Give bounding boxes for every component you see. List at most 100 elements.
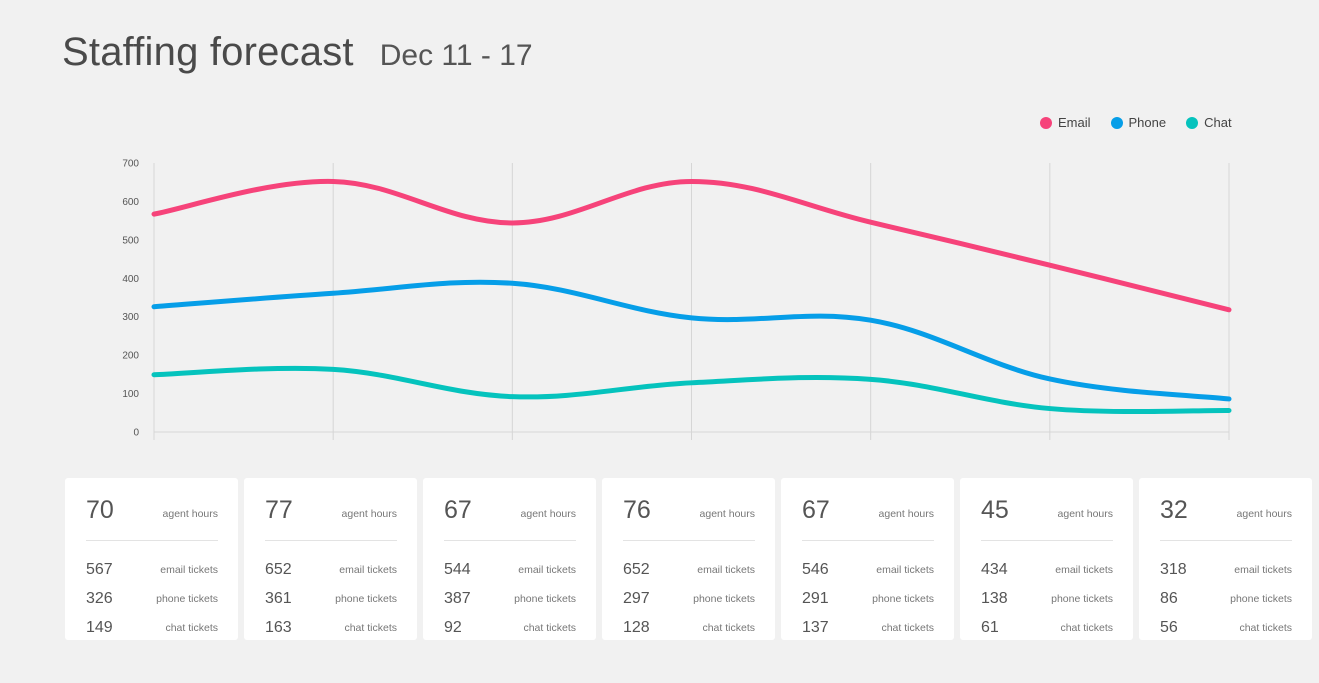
chat-tickets-label: chat tickets <box>523 621 576 634</box>
chat-tickets-row: 128 chat tickets <box>623 613 755 642</box>
y-tick-label: 700 <box>122 159 139 170</box>
chat-tickets-row: 137 chat tickets <box>802 613 934 642</box>
chat-tickets-value: 61 <box>981 618 999 636</box>
legend-dot-phone <box>1110 116 1123 129</box>
email-tickets-label: email tickets <box>160 563 218 576</box>
phone-tickets-value: 291 <box>802 589 829 607</box>
chat-tickets-value: 92 <box>444 618 462 636</box>
phone-tickets-label: phone tickets <box>335 592 397 605</box>
chat-tickets-value: 56 <box>1160 618 1178 636</box>
phone-tickets-value: 138 <box>981 589 1008 607</box>
email-tickets-value: 434 <box>981 560 1008 578</box>
email-tickets-label: email tickets <box>518 563 576 576</box>
day-card[interactable]: 67 agent hours 546 email tickets 291 phone ti… <box>781 478 954 640</box>
phone-tickets-label: phone tickets <box>514 592 576 605</box>
chat-tickets-row: 56 chat tickets <box>1160 613 1292 642</box>
legend-item-email[interactable]: Email <box>1040 115 1091 130</box>
card-divider <box>981 540 1113 541</box>
y-tick-label: 100 <box>122 389 139 400</box>
phone-tickets-value: 387 <box>444 589 471 607</box>
card-divider <box>1160 540 1292 541</box>
email-tickets-value: 567 <box>86 560 113 578</box>
email-tickets-label: email tickets <box>1234 563 1292 576</box>
day-card[interactable]: 76 agent hours 652 email tickets 297 phone ti… <box>602 478 775 640</box>
card-divider <box>444 540 576 541</box>
agent-hours-label: agent hours <box>878 508 934 520</box>
email-tickets-value: 318 <box>1160 560 1187 578</box>
agent-hours-label: agent hours <box>1236 508 1292 520</box>
email-tickets-row: 434 email tickets <box>981 555 1113 584</box>
chat-tickets-label: chat tickets <box>702 621 755 634</box>
agent-hours-value: 45 <box>981 496 1009 524</box>
email-tickets-value: 652 <box>265 560 292 578</box>
legend-item-phone[interactable]: Phone <box>1110 115 1167 130</box>
phone-tickets-row: 138 phone tickets <box>981 584 1113 613</box>
phone-tickets-value: 361 <box>265 589 292 607</box>
card-divider <box>623 540 755 541</box>
email-tickets-row: 567 email tickets <box>86 555 218 584</box>
day-cards: 70 agent hours 567 email tickets 326 phone ti… <box>65 478 1312 640</box>
card-divider <box>802 540 934 541</box>
email-tickets-row: 652 email tickets <box>623 555 755 584</box>
agent-hours-value: 70 <box>86 496 114 524</box>
phone-tickets-label: phone tickets <box>1230 592 1292 605</box>
day-card[interactable]: 32 agent hours 318 email tickets 86 phone tic… <box>1139 478 1312 640</box>
chat-tickets-label: chat tickets <box>1060 621 1113 634</box>
chart-legend: Email Phone Chat <box>1040 115 1252 130</box>
legend-label-email: Email <box>1058 115 1091 130</box>
email-tickets-row: 544 email tickets <box>444 555 576 584</box>
agent-hours-label: agent hours <box>341 508 397 520</box>
phone-tickets-row: 291 phone tickets <box>802 584 934 613</box>
page-title: Staffing forecast <box>62 30 354 74</box>
y-tick-label: 400 <box>122 274 139 285</box>
legend-label-chat: Chat <box>1204 115 1232 130</box>
email-tickets-label: email tickets <box>339 563 397 576</box>
chat-tickets-row: 92 chat tickets <box>444 613 576 642</box>
chat-tickets-row: 149 chat tickets <box>86 613 218 642</box>
phone-tickets-label: phone tickets <box>1051 592 1113 605</box>
date-range: Dec 11 - 17 <box>379 39 533 72</box>
page-header: Staffing forecast Dec 11 - 17 <box>62 30 533 75</box>
phone-tickets-row: 326 phone tickets <box>86 584 218 613</box>
chat-tickets-value: 137 <box>802 618 829 636</box>
phone-tickets-value: 297 <box>623 589 650 607</box>
phone-tickets-value: 86 <box>1160 589 1178 607</box>
phone-tickets-value: 326 <box>86 589 113 607</box>
chat-tickets-row: 163 chat tickets <box>265 613 397 642</box>
agent-hours-value: 77 <box>265 496 293 524</box>
y-tick-label: 0 <box>133 428 139 439</box>
chat-tickets-value: 149 <box>86 618 113 636</box>
phone-tickets-row: 86 phone tickets <box>1160 584 1292 613</box>
email-tickets-label: email tickets <box>697 563 755 576</box>
agent-hours-value: 76 <box>623 496 651 524</box>
legend-label-phone: Phone <box>1128 115 1167 130</box>
email-tickets-row: 652 email tickets <box>265 555 397 584</box>
y-tick-label: 200 <box>122 351 139 362</box>
day-card[interactable]: 77 agent hours 652 email tickets 361 phone ti… <box>244 478 417 640</box>
agent-hours-value: 67 <box>802 496 830 524</box>
chat-tickets-value: 163 <box>265 618 292 636</box>
agent-hours-label: agent hours <box>520 508 576 520</box>
phone-tickets-label: phone tickets <box>156 592 218 605</box>
email-tickets-label: email tickets <box>1055 563 1113 576</box>
day-card[interactable]: 70 agent hours 567 email tickets 326 phone ti… <box>65 478 238 640</box>
y-tick-label: 500 <box>122 235 139 246</box>
email-tickets-value: 652 <box>623 560 650 578</box>
day-card[interactable]: 67 agent hours 544 email tickets 387 phone ti… <box>423 478 596 640</box>
phone-tickets-label: phone tickets <box>693 592 755 605</box>
agent-hours-label: agent hours <box>699 508 755 520</box>
email-tickets-label: email tickets <box>876 563 934 576</box>
legend-item-chat[interactable]: Chat <box>1186 115 1232 130</box>
legend-dot-chat <box>1186 116 1199 129</box>
email-tickets-value: 544 <box>444 560 471 578</box>
chat-tickets-label: chat tickets <box>881 621 934 634</box>
forecast-line-chart: 0 100 200 300 400 500 600 700 <box>122 159 1232 440</box>
day-card[interactable]: 45 agent hours 434 email tickets 138 phone ti… <box>960 478 1133 640</box>
card-divider <box>265 540 397 541</box>
agent-hours-label: agent hours <box>1057 508 1113 520</box>
series-line-phone <box>151 279 1232 402</box>
phone-tickets-row: 297 phone tickets <box>623 584 755 613</box>
chat-tickets-label: chat tickets <box>344 621 397 634</box>
email-tickets-row: 318 email tickets <box>1160 555 1292 584</box>
legend-dot-email <box>1040 116 1052 129</box>
